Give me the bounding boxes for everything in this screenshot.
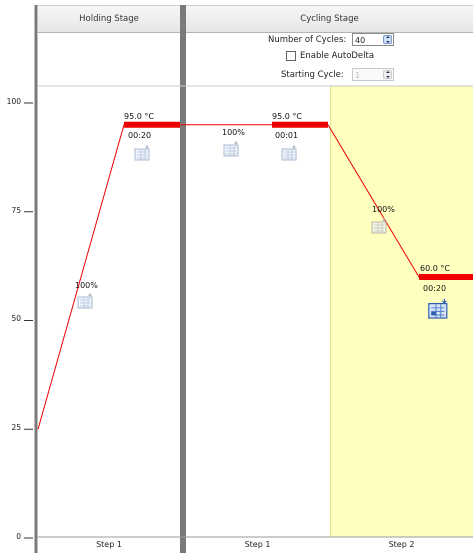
- spinner-arrows-icon[interactable]: [383, 35, 392, 44]
- data-collection-icon[interactable]: [280, 144, 300, 162]
- data-collection-icon[interactable]: [370, 217, 390, 235]
- cycling-step1-temp-label[interactable]: 95.0 °C: [272, 112, 302, 121]
- cycling-step2-plateau[interactable]: [419, 274, 473, 280]
- enable-autodelta-label[interactable]: Enable AutoDelta: [300, 51, 375, 61]
- selected-step-background: [330, 86, 473, 537]
- holding-step1-plateau[interactable]: [124, 121, 180, 128]
- cycling-stage-header[interactable]: Cycling Stage: [186, 5, 473, 33]
- y-tick-label: 25: [11, 423, 21, 432]
- starting-cycle-label: Starting Cycle:: [281, 70, 344, 80]
- cycling-step2-temp-label[interactable]: 60.0 °C: [420, 264, 450, 273]
- holding-stage-header[interactable]: Holding Stage: [38, 5, 180, 33]
- enable-autodelta-checkbox[interactable]: [286, 51, 296, 61]
- data-collection-icon[interactable]: [222, 140, 242, 158]
- number-of-cycles-label: Number of Cycles:: [268, 35, 347, 45]
- holding-step1-time-label[interactable]: 00:20: [128, 131, 152, 140]
- data-collection-icon[interactable]: [76, 292, 96, 310]
- y-tick-label: 0: [16, 532, 21, 541]
- holding-step1-ramp-label[interactable]: 100%: [75, 281, 98, 290]
- cycling-step1-ramp-label[interactable]: 100%: [222, 128, 245, 137]
- starting-cycle-value: 1: [355, 71, 361, 80]
- cycling-step1-plateau[interactable]: [272, 121, 328, 128]
- y-tick-label: 50: [11, 314, 21, 323]
- spinner-arrows-icon: [383, 70, 392, 79]
- holding-step1-temp-label[interactable]: 95.0 °C: [124, 112, 154, 121]
- cycling-step2-footer[interactable]: Step 2: [388, 540, 415, 549]
- cycling-step1-time-label[interactable]: 00:01: [275, 131, 299, 140]
- y-tick-label: 100: [6, 97, 21, 106]
- data-collection-icon-selected[interactable]: [427, 298, 451, 320]
- y-tick-label: 75: [11, 206, 21, 215]
- cycling-step2-time-label[interactable]: 00:20: [423, 284, 447, 293]
- cycling-step1-footer[interactable]: Step 1: [244, 540, 271, 549]
- number-of-cycles-value[interactable]: 40: [355, 36, 366, 45]
- data-collection-icon[interactable]: [133, 144, 153, 162]
- starting-cycle-stepper: 1: [352, 68, 394, 81]
- cycling-step2-ramp-label[interactable]: 100%: [372, 205, 395, 214]
- number-of-cycles-stepper[interactable]: 40: [352, 33, 394, 46]
- holding-step1-footer[interactable]: Step 1: [96, 540, 122, 549]
